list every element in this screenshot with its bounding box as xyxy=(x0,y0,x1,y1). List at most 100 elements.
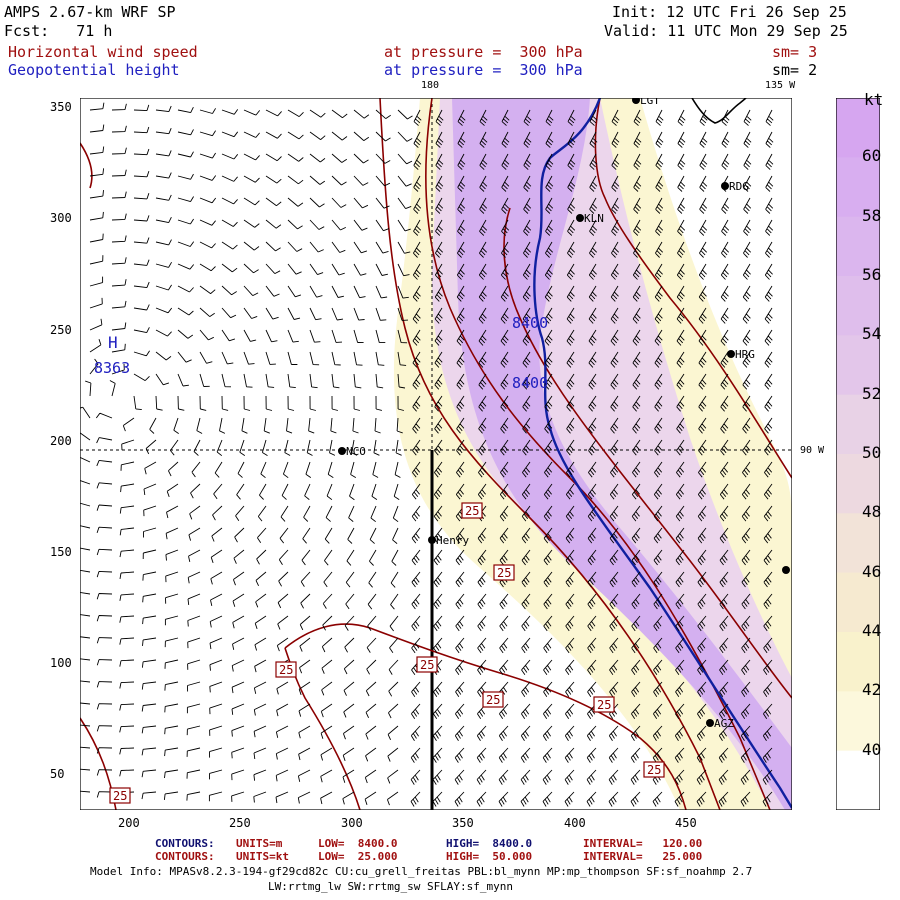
svg-text:25: 25 xyxy=(465,504,479,518)
station-markers: LGT RDG KLN HRG NCO Henry AGZ xyxy=(338,98,790,730)
high-pressure-value: 8363 xyxy=(94,359,130,377)
height-label-8400-lower: 8400 xyxy=(512,374,548,392)
colorbar-label: 56 xyxy=(862,265,882,284)
y-tick-label: 300 xyxy=(50,211,72,225)
station-dot xyxy=(782,566,790,574)
svg-text:25: 25 xyxy=(597,698,611,712)
colorbar-label: 42 xyxy=(862,680,882,700)
colorbar-bin xyxy=(836,572,880,633)
lon-label-90w: 90 W xyxy=(800,445,825,456)
y-tick-label: 100 xyxy=(50,656,72,670)
speed-contour-label: 25 xyxy=(461,502,483,519)
colorbar-bin xyxy=(836,98,880,158)
colorbar-bin xyxy=(836,394,880,455)
speed-contour-label: 25 xyxy=(109,787,131,804)
footer-model-info-2: LW:rrtmg_lw SW:rrtmg_sw SFLAY:sf_mynn xyxy=(268,880,514,893)
speed-contour-labels: 25 25 25 25 25 25 25 25 xyxy=(109,502,665,804)
map-plot: LGT RDG KLN HRG NCO Henry AGZ H 8363 8400 8400… xyxy=(80,98,792,810)
speed-contour-label: 25 xyxy=(482,691,504,708)
colorbar-label: 60 xyxy=(862,146,882,166)
speed-contour-inner-left xyxy=(424,98,771,810)
station-dot xyxy=(338,447,346,455)
colorbar-bin xyxy=(836,691,880,752)
field1-smoothing: sm= 3 xyxy=(772,43,818,61)
station-label: HRG xyxy=(735,348,755,361)
colorbar-label: 48 xyxy=(862,502,882,522)
colorbar-bin xyxy=(836,276,880,336)
x-tick-label: 350 xyxy=(452,816,474,830)
svg-text:25: 25 xyxy=(113,789,127,803)
svg-text:25: 25 xyxy=(279,663,293,677)
footer-model-info: Model Info: MPASv8.2.3-194-gf29cd82c CU:… xyxy=(90,865,753,878)
y-tick-label: 350 xyxy=(50,100,72,114)
svg-text:25: 25 xyxy=(647,763,661,777)
station-dot xyxy=(428,536,436,544)
svg-text:25: 25 xyxy=(420,658,434,672)
high-pressure-marker: H xyxy=(108,333,118,352)
speed-contour-label: 25 xyxy=(493,564,515,581)
colorbar-label: 54 xyxy=(862,324,882,344)
colorbar-bin xyxy=(836,335,880,396)
footer-high-2: HIGH= 50.000 xyxy=(446,850,533,863)
colorbar xyxy=(836,98,880,810)
colorbar-bin xyxy=(836,216,880,277)
forecast-hour: Fcst: 71 h xyxy=(4,22,113,40)
y-tick-label: 200 xyxy=(50,434,72,448)
footer-contour-label-1: CONTOURS: xyxy=(155,837,215,850)
station-dot xyxy=(706,719,714,727)
wind-shading-high xyxy=(452,98,792,810)
footer-low-2: LOW= 25.000 xyxy=(318,850,398,863)
model-title: AMPS 2.67-km WRF SP xyxy=(4,3,176,21)
field2-level: at pressure = 300 hPa xyxy=(384,61,583,79)
x-tick-label: 300 xyxy=(341,816,363,830)
field1-name: Horizontal wind speed xyxy=(8,43,198,61)
station-dot xyxy=(721,182,729,190)
station-label: RDG xyxy=(729,180,749,193)
colorbar-bin xyxy=(836,454,880,514)
station-label: Henry xyxy=(436,534,469,547)
lon-label-180: 180 xyxy=(421,80,440,91)
colorbar-bin xyxy=(836,157,880,218)
speed-contour-core xyxy=(503,207,792,699)
svg-text:25: 25 xyxy=(497,566,511,580)
svg-text:25: 25 xyxy=(486,693,500,707)
speed-contour-label: 25 xyxy=(416,656,438,673)
colorbar-bin xyxy=(836,750,880,810)
coastline xyxy=(691,98,747,124)
field2-name: Geopotential height xyxy=(8,61,180,79)
speed-contour-label: 25 xyxy=(275,661,297,678)
colorbar-label: 46 xyxy=(862,561,882,581)
y-tick-label: 50 xyxy=(50,767,65,781)
colorbar-bin xyxy=(836,513,880,574)
colorbar-label: 52 xyxy=(862,383,882,403)
speed-contour-nw xyxy=(80,142,93,189)
station-dot xyxy=(576,214,584,222)
colorbar-label: 58 xyxy=(862,205,882,225)
wind-barb-field xyxy=(80,102,774,807)
footer-high-1: HIGH= 8400.0 xyxy=(446,837,533,850)
y-tick-label: 150 xyxy=(50,545,72,559)
y-tick-label: 250 xyxy=(50,323,72,337)
speed-contour-label: 25 xyxy=(593,696,615,713)
valid-time: Valid: 11 UTC Mon 29 Sep 25 xyxy=(604,22,848,40)
footer-interval-2: INTERVAL= 25.000 xyxy=(583,850,703,863)
wind-barbs xyxy=(80,102,774,807)
footer-units-1: UNITS=m xyxy=(236,837,283,850)
colorbar-label: 44 xyxy=(862,621,882,640)
station-label: KLN xyxy=(584,212,604,225)
colorbar-unit: kt xyxy=(864,90,884,109)
colorbar-label: 40 xyxy=(862,739,882,759)
speed-contour-label: 25 xyxy=(643,761,665,778)
footer-low-1: LOW= 8400.0 xyxy=(318,837,398,850)
station-label: AGZ xyxy=(714,717,734,730)
footer-contour-label-2: CONTOURS: xyxy=(155,850,215,863)
colorbar-label: 50 xyxy=(862,443,882,462)
colorbar-bin xyxy=(836,632,880,692)
footer-units-2: UNITS=kt xyxy=(236,850,289,863)
station-label: NCO xyxy=(346,445,366,458)
x-tick-label: 200 xyxy=(118,816,140,830)
footer-interval-1: INTERVAL= 120.00 xyxy=(583,837,703,850)
init-time: Init: 12 UTC Fri 26 Sep 25 xyxy=(612,3,847,21)
station-dot xyxy=(632,98,640,104)
x-tick-label: 450 xyxy=(675,816,697,830)
